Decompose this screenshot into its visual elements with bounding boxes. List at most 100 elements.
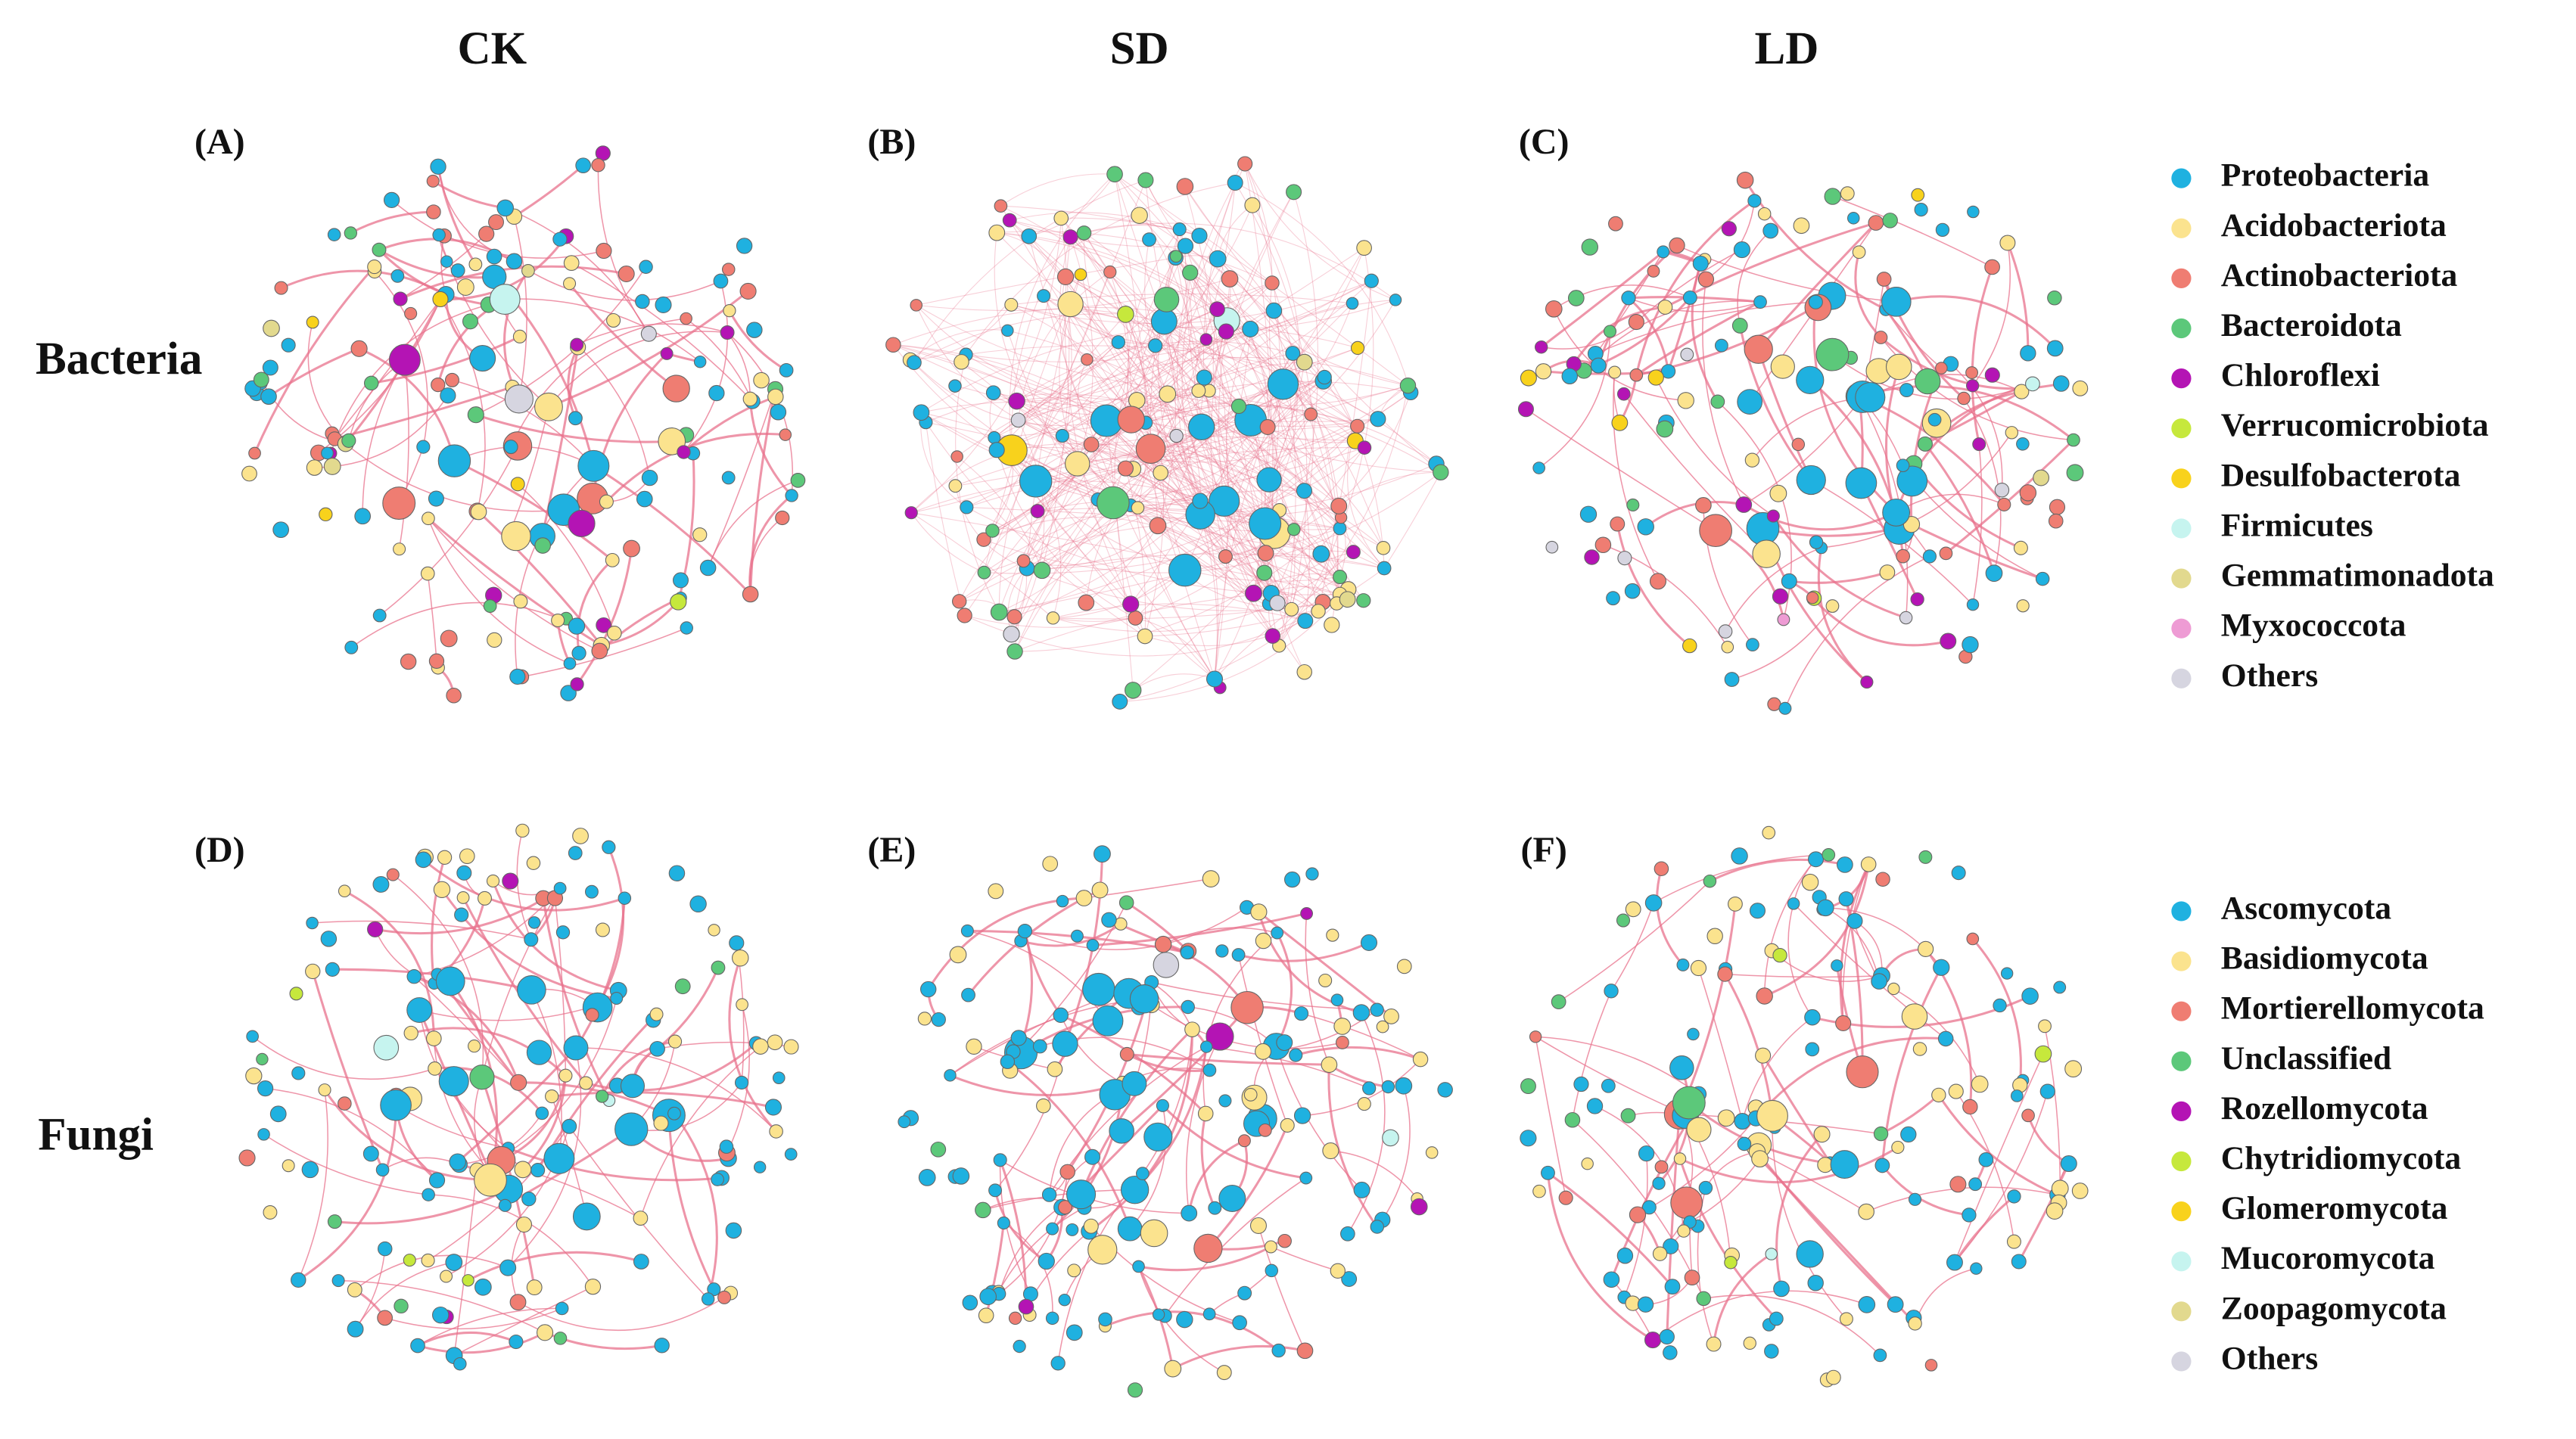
edge <box>1896 295 2056 350</box>
edge <box>371 335 521 384</box>
node <box>535 1106 549 1120</box>
edge <box>374 271 428 447</box>
node <box>1520 1130 1537 1147</box>
edge <box>1697 968 1744 1122</box>
node <box>426 174 440 188</box>
edge <box>1145 179 1408 387</box>
node <box>769 1124 783 1139</box>
node <box>1604 984 1619 999</box>
node <box>327 1214 342 1229</box>
node <box>256 1052 269 1066</box>
node <box>1330 497 1348 514</box>
node <box>785 489 798 502</box>
edge <box>1199 514 1218 679</box>
node <box>680 312 692 325</box>
node <box>435 966 465 996</box>
node <box>680 621 693 635</box>
node <box>2005 426 2019 440</box>
node <box>1067 1263 1081 1278</box>
edge <box>1553 309 1686 402</box>
edge <box>345 443 564 512</box>
node <box>1809 535 1824 549</box>
node <box>1733 241 1750 259</box>
edge <box>1635 300 1761 376</box>
node <box>2014 384 2030 399</box>
node <box>1962 636 1979 654</box>
node <box>263 319 280 337</box>
legend-label: Proteobacteria <box>2221 157 2430 194</box>
node <box>753 1161 767 1173</box>
edge <box>1018 282 1273 421</box>
node <box>1762 222 1779 239</box>
edge <box>1224 377 1325 502</box>
legend-marker <box>2171 1151 2192 1172</box>
column-header: SD <box>1110 23 1169 74</box>
edge <box>1037 444 1092 511</box>
node <box>1010 1030 1027 1046</box>
edge <box>1137 508 1221 688</box>
edge <box>911 512 1340 595</box>
node <box>1787 897 1800 910</box>
edge <box>354 1261 454 1330</box>
node <box>1255 1043 1271 1060</box>
node <box>1092 1005 1124 1037</box>
node <box>784 1148 798 1161</box>
node <box>1330 1263 1346 1279</box>
node <box>1756 987 1773 1005</box>
node <box>1181 1204 1198 1222</box>
edge <box>983 272 1111 540</box>
edge <box>1084 232 1156 346</box>
edge <box>1541 321 1637 350</box>
node <box>474 1163 507 1197</box>
edge <box>1059 308 1099 500</box>
node <box>1284 601 1299 617</box>
node <box>1350 418 1365 434</box>
edge <box>1127 228 1181 420</box>
edge <box>1068 308 1358 427</box>
node <box>739 282 757 300</box>
node <box>272 521 290 539</box>
node <box>1081 353 1094 366</box>
edge <box>395 1105 509 1149</box>
node <box>1912 1042 1927 1056</box>
edge <box>1027 425 1358 569</box>
edge <box>1540 250 1664 348</box>
node <box>1215 944 1229 958</box>
edge <box>1137 406 1240 508</box>
node <box>1153 952 1180 978</box>
node <box>1076 225 1092 241</box>
node <box>779 428 792 441</box>
edge <box>728 309 787 371</box>
node <box>377 1241 393 1257</box>
node <box>563 657 577 670</box>
node <box>560 685 577 701</box>
edge <box>913 362 1107 427</box>
node <box>742 391 758 407</box>
node <box>1033 561 1051 580</box>
node <box>2033 469 2050 486</box>
node <box>257 1128 270 1141</box>
node <box>1656 420 1674 438</box>
edge <box>1755 1037 1946 1120</box>
edge <box>1911 523 2043 580</box>
edge <box>510 318 686 447</box>
node <box>1097 486 1130 520</box>
node <box>1117 306 1134 323</box>
node <box>1283 871 1301 888</box>
node <box>1852 245 1866 260</box>
node <box>1271 926 1284 940</box>
node <box>1749 903 1766 919</box>
node <box>1752 539 1781 568</box>
node <box>509 1294 527 1311</box>
node <box>306 459 323 476</box>
node <box>1055 428 1069 443</box>
node <box>1412 1051 1429 1068</box>
node <box>1908 1316 1922 1331</box>
edge <box>926 421 1126 469</box>
node <box>1050 1356 1066 1371</box>
node <box>269 1105 287 1123</box>
node <box>1772 947 1787 963</box>
node <box>362 1145 379 1162</box>
node <box>327 228 341 241</box>
node <box>723 304 736 318</box>
